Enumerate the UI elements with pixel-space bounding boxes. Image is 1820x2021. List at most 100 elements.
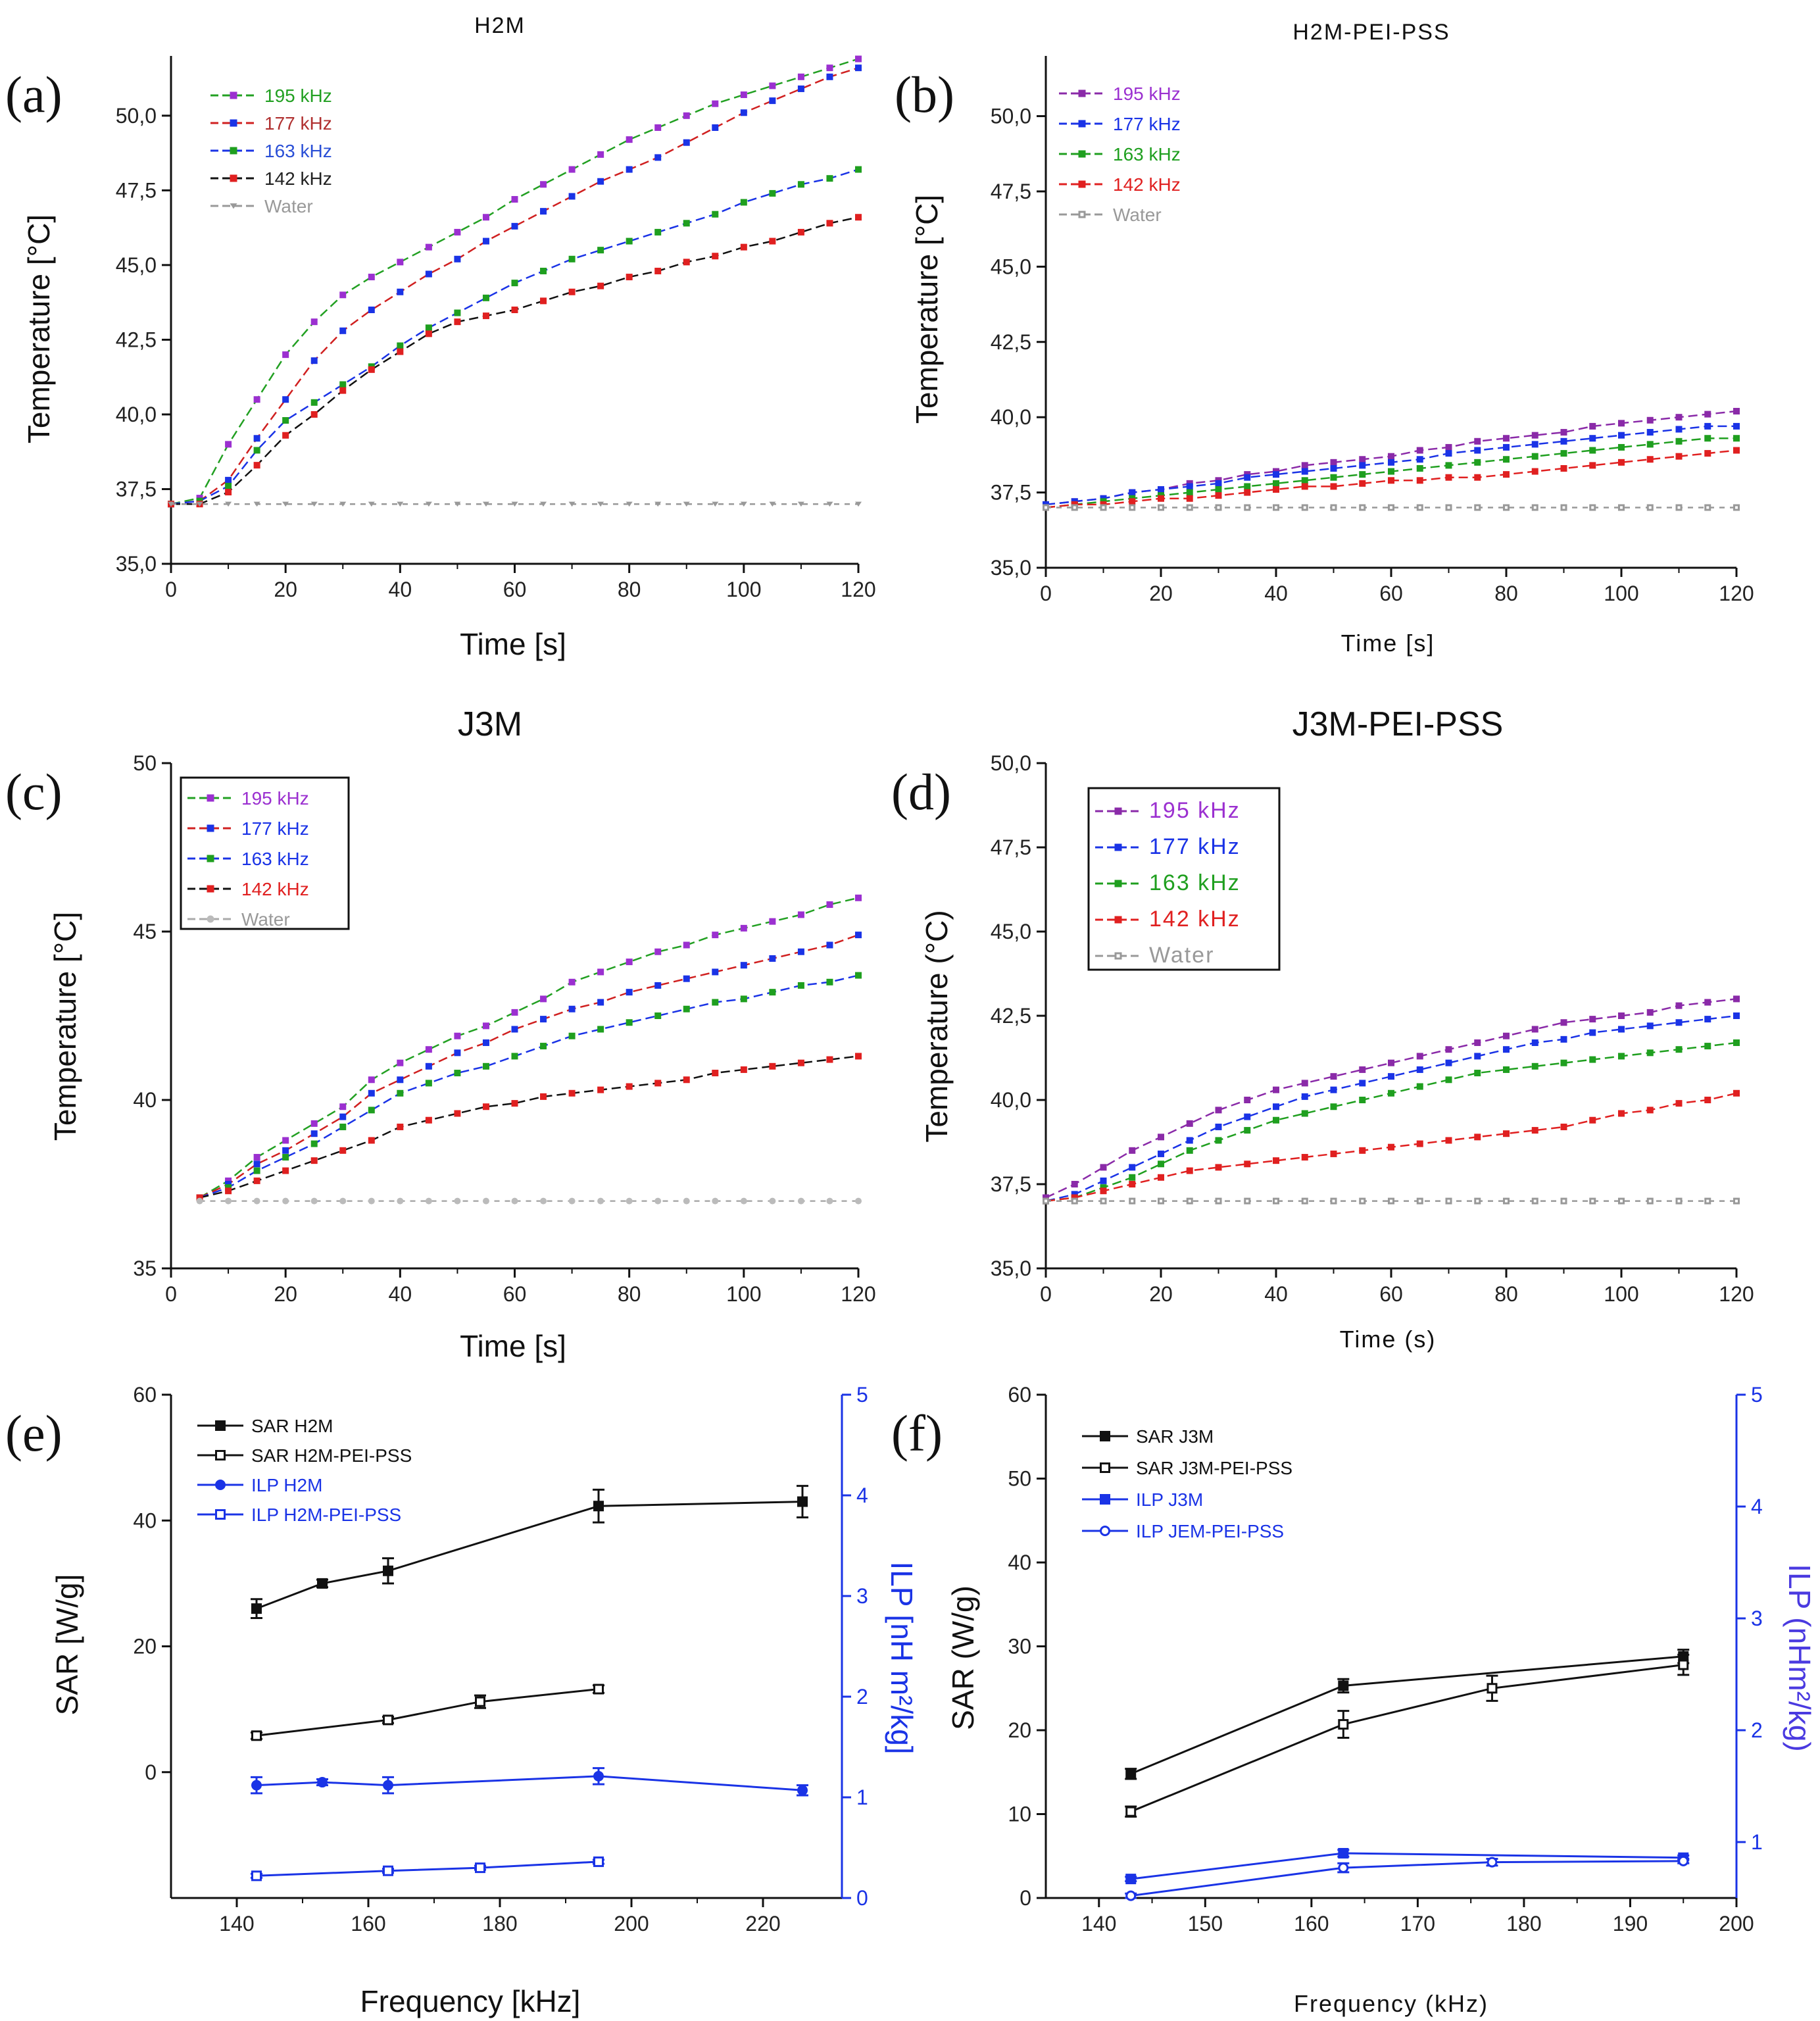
x-tick-label: 200 (1719, 1912, 1754, 1935)
data-point (1733, 447, 1740, 454)
data-point (1273, 504, 1279, 511)
data-point (654, 1197, 662, 1205)
data-point (397, 1123, 404, 1130)
data-point (654, 982, 662, 989)
data-point (397, 1076, 404, 1084)
x-tick-label: 190 (1613, 1912, 1648, 1935)
data-point (1646, 429, 1654, 436)
legend-box (180, 776, 350, 930)
y-right-tick-label: 5 (856, 1383, 868, 1407)
data-point (683, 1005, 690, 1012)
y-tick-label: 37,5 (991, 481, 1031, 505)
data-point (310, 1197, 318, 1205)
data-point (1704, 1097, 1711, 1103)
data-point (1445, 474, 1452, 481)
data-point (1273, 471, 1279, 478)
data-point (253, 1197, 260, 1205)
x-tick-label: 100 (1604, 582, 1638, 605)
series-142-khz (1043, 1089, 1740, 1205)
y-axis-label-b: Temperature [°C] (910, 195, 944, 424)
chart-title-c: J3M (458, 705, 522, 743)
data-point (1129, 1147, 1136, 1154)
data-point (1618, 432, 1625, 439)
legend-label: 195 kHz (1113, 84, 1181, 104)
x-tick-label: 160 (1294, 1912, 1329, 1935)
data-point (317, 1578, 328, 1589)
data-point (1503, 1046, 1510, 1053)
data-point (769, 237, 776, 245)
data-point (1704, 999, 1711, 1006)
data-point (1215, 492, 1222, 499)
data-point (1330, 504, 1337, 511)
data-point (597, 999, 604, 1006)
data-point (253, 501, 260, 507)
x-tick-label: 60 (503, 578, 527, 601)
data-point (251, 1870, 262, 1882)
data-point (1330, 1086, 1337, 1093)
data-point (740, 109, 747, 116)
legend-swatch-marker (207, 794, 214, 802)
data-point (1704, 1043, 1711, 1050)
data-point (511, 1053, 518, 1060)
data-point (282, 1154, 289, 1161)
data-point (855, 1053, 862, 1060)
x-tick-label: 140 (1081, 1912, 1116, 1935)
series-line (170, 168, 859, 505)
data-point (339, 1103, 347, 1110)
data-point (540, 1197, 547, 1205)
data-point (797, 228, 804, 236)
data-point (383, 1780, 393, 1791)
y-tick-label: 35,0 (116, 552, 157, 576)
legend-label: 177 kHz (241, 818, 309, 839)
legend-swatch-marker (1100, 1431, 1110, 1441)
series-ilp-h2m (251, 1767, 808, 1797)
data-point (1338, 1719, 1349, 1730)
data-point (654, 501, 662, 507)
data-point (1474, 1039, 1481, 1046)
legend-label: ILP JEM-PEI-PSS (1136, 1521, 1284, 1541)
y-tick-label: 35,0 (991, 1257, 1031, 1280)
data-point (597, 247, 604, 254)
data-point (1675, 1046, 1683, 1053)
data-point (1733, 1197, 1740, 1205)
data-point (368, 1197, 375, 1205)
data-point (339, 1113, 347, 1120)
data-point (1646, 456, 1654, 463)
data-point (1675, 453, 1683, 460)
data-point (597, 1197, 604, 1205)
data-point (1244, 489, 1251, 496)
data-point (1416, 464, 1423, 472)
series-line (256, 1775, 803, 1791)
legend-swatch-marker (215, 1509, 226, 1520)
y-tick-label: 37,5 (116, 477, 157, 501)
data-point (482, 312, 489, 320)
data-point (654, 154, 662, 161)
panel-label-e: (e) (5, 1405, 62, 1462)
data-point (1330, 474, 1337, 481)
data-point (797, 85, 804, 92)
data-point (1071, 1194, 1078, 1201)
x-tick-label: 20 (274, 1282, 297, 1306)
data-point (1388, 453, 1394, 460)
y-tick-label: 50 (1008, 1467, 1031, 1491)
data-point (1675, 504, 1683, 511)
data-point (1675, 437, 1683, 445)
data-point (1215, 1123, 1222, 1130)
data-point (1474, 474, 1481, 481)
data-point (475, 1696, 485, 1707)
data-point (826, 175, 833, 182)
data-point (797, 1197, 804, 1205)
legend-swatch-marker (230, 119, 237, 127)
data-point (568, 501, 576, 507)
data-point (1301, 477, 1308, 484)
y-tick-label: 60 (1008, 1383, 1031, 1407)
data-point (855, 214, 862, 221)
data-point (568, 978, 576, 986)
chart-d: 0 20 40 60 80 100 120 35,0 37,5 40,0 42,5 45,0 47,5 5… (991, 751, 1754, 1306)
data-point (251, 1603, 262, 1614)
y-tick-label: 45 (133, 920, 157, 943)
data-point (1215, 1164, 1222, 1171)
data-point (654, 1080, 662, 1087)
legend-label: ILP H2M (251, 1475, 322, 1495)
